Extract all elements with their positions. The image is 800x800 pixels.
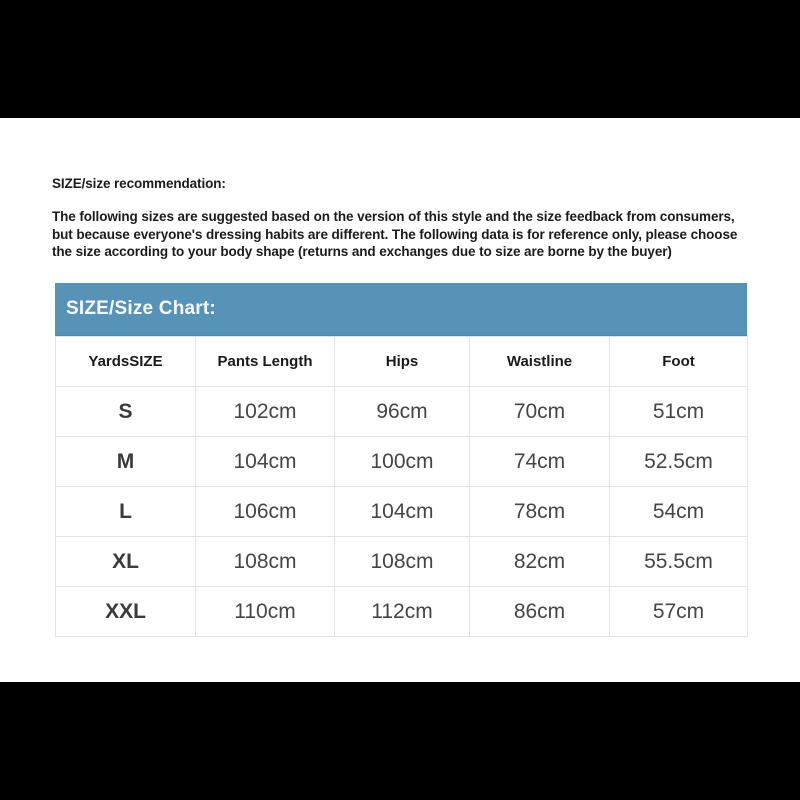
waistline-cell: 86cm	[469, 586, 610, 637]
waistline-cell: 78cm	[469, 486, 610, 537]
size-cell: L	[55, 486, 196, 537]
size-chart-title-bar: SIZE/Size Chart:	[55, 283, 747, 336]
size-cell: XXL	[55, 586, 196, 637]
hips-cell: 104cm	[334, 486, 470, 537]
size-recommendation-text: The following sizes are suggested based …	[52, 209, 738, 259]
letterbox-top-bar	[0, 0, 800, 118]
size-cell: M	[55, 436, 196, 487]
waistline-cell: 70cm	[469, 386, 610, 437]
column-header-waistline: Waistline	[469, 336, 610, 387]
waistline-cell: 74cm	[469, 436, 610, 487]
column-header-foot: Foot	[609, 336, 748, 387]
column-header-pants-length: Pants Length	[195, 336, 335, 387]
foot-cell: 57cm	[609, 586, 748, 637]
foot-cell: 52.5cm	[609, 436, 748, 487]
pants-length-cell: 106cm	[195, 486, 335, 537]
pants-length-cell: 110cm	[195, 586, 335, 637]
foot-cell: 55.5cm	[609, 536, 748, 587]
size-cell: XL	[55, 536, 196, 587]
table-row-l: L 106cm 104cm 78cm 54cm	[55, 486, 748, 537]
pants-length-cell: 108cm	[195, 536, 335, 587]
column-header-hips: Hips	[334, 336, 470, 387]
hips-cell: 96cm	[334, 386, 470, 437]
table-row-xxl: XXL 110cm 112cm 86cm 57cm	[55, 586, 748, 637]
size-chart-table: YardsSIZE Pants Length Hips Waistline Fo…	[55, 336, 748, 637]
waistline-cell: 82cm	[469, 536, 610, 587]
column-header-yards-size: YardsSIZE	[55, 336, 196, 387]
foot-cell: 51cm	[609, 386, 748, 437]
pants-length-cell: 102cm	[195, 386, 335, 437]
pants-length-cell: 104cm	[195, 436, 335, 487]
size-chart-section: SIZE/Size Chart: YardsSIZE Pants Length …	[55, 283, 748, 637]
letterbox-bottom-bar	[0, 682, 800, 800]
size-chart-title: SIZE/Size Chart:	[66, 298, 216, 319]
foot-cell: 54cm	[609, 486, 748, 537]
size-recommendation-heading: SIZE/size recommendation:	[52, 176, 226, 191]
table-header-row: YardsSIZE Pants Length Hips Waistline Fo…	[55, 336, 748, 387]
hips-cell: 108cm	[334, 536, 470, 587]
hips-cell: 112cm	[334, 586, 470, 637]
size-cell: S	[55, 386, 196, 437]
table-row-m: M 104cm 100cm 74cm 52.5cm	[55, 436, 748, 487]
table-row-xl: XL 108cm 108cm 82cm 55.5cm	[55, 536, 748, 587]
table-row-s: S 102cm 96cm 70cm 51cm	[55, 386, 748, 437]
hips-cell: 100cm	[334, 436, 470, 487]
